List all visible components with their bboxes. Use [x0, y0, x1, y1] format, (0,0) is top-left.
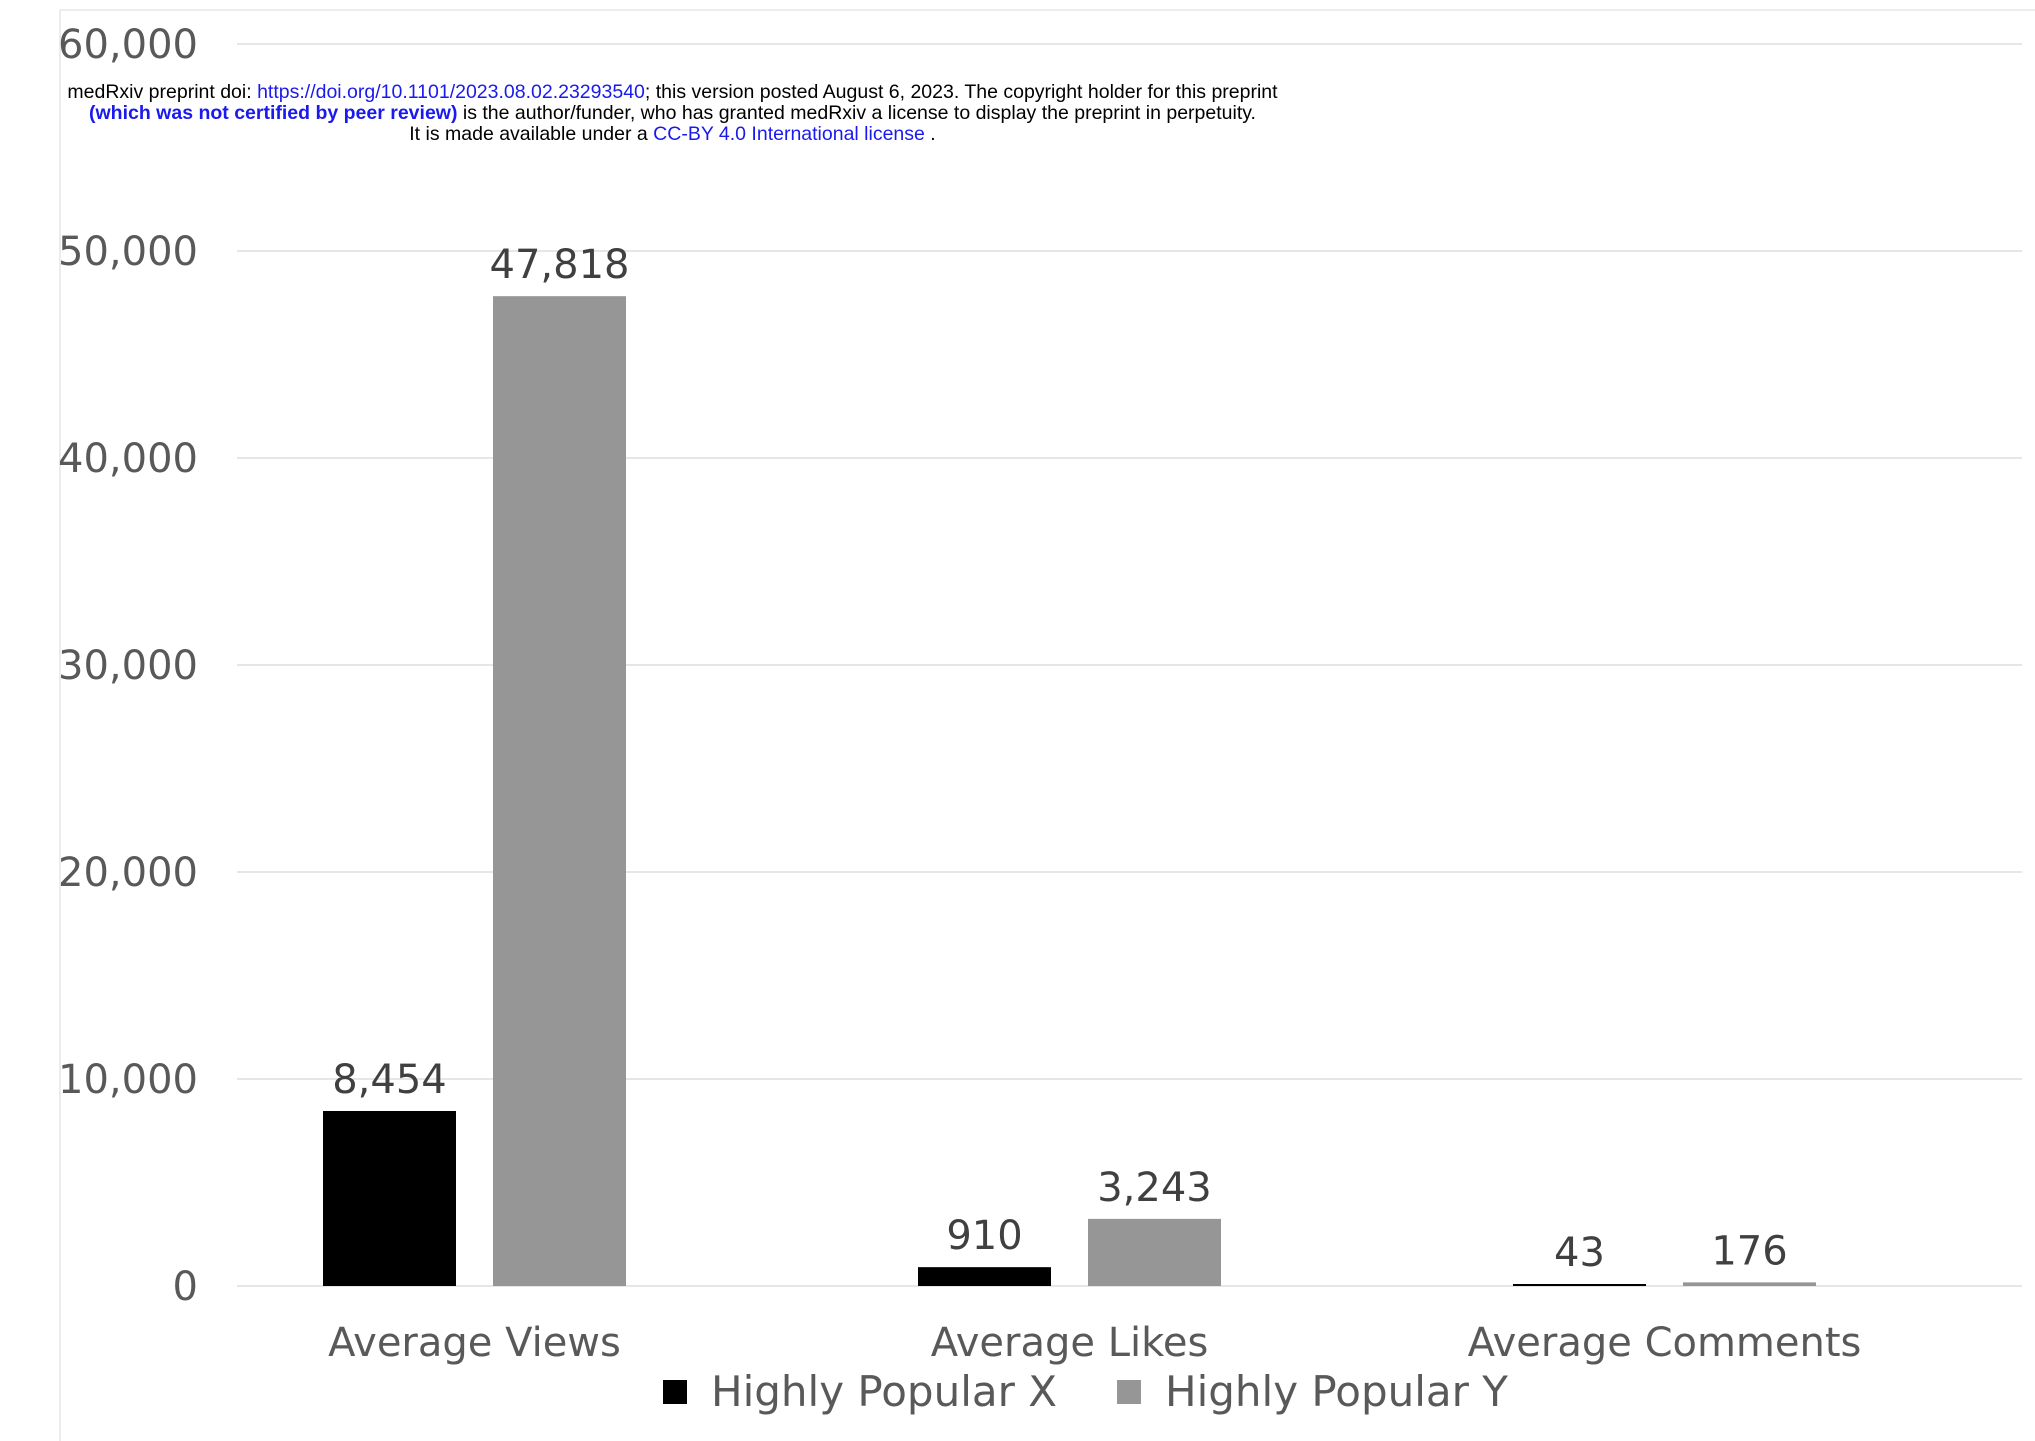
- data-label: 47,818: [490, 242, 630, 288]
- bar-highly-popular-y-1: [1088, 1218, 1221, 1286]
- bar-highly-popular-y-0: [493, 296, 626, 1287]
- y-tick-label: 20,000: [58, 850, 198, 896]
- x-category-label: Average Likes: [931, 1320, 1209, 1366]
- data-label: 176: [1711, 1228, 1787, 1274]
- data-label: 8,454: [332, 1057, 447, 1103]
- y-tick-label: 60,000: [58, 22, 198, 68]
- preprint-line-3: It is made available under a CC-BY 4.0 I…: [0, 124, 1345, 145]
- preprint-header: medRxiv preprint doi: https://doi.org/10…: [0, 82, 1345, 145]
- preprint-line-1: medRxiv preprint doi: https://doi.org/10…: [0, 82, 1345, 103]
- preprint-line-2: (which was not certified by peer review)…: [0, 103, 1345, 124]
- license-prefix: It is made available under a: [409, 123, 654, 145]
- y-axis-ticks: 0 10,000 20,000 30,000 40,000 50,000 60,000: [58, 22, 198, 1310]
- x-category-label: Average Views: [328, 1320, 621, 1366]
- legend-label: Highly Popular Y: [1165, 1367, 1508, 1416]
- bar-highly-popular-y-2: [1683, 1282, 1816, 1286]
- doi-link[interactable]: https://doi.org/10.1101/2023.08.02.23293…: [257, 81, 645, 103]
- bar-highly-popular-x-0: [323, 1111, 456, 1286]
- y-tick-label: 40,000: [58, 436, 198, 482]
- y-tick-label: 50,000: [58, 229, 198, 275]
- data-label: 910: [946, 1213, 1022, 1259]
- legend-label: Highly Popular X: [711, 1367, 1057, 1416]
- data-label: 43: [1554, 1230, 1605, 1276]
- category-labels: Average Views Average Likes Average Commen…: [328, 1320, 1861, 1366]
- bar-highly-popular-x-1: [918, 1267, 1051, 1286]
- bars: [323, 296, 1816, 1287]
- y-tick-label: 10,000: [58, 1057, 198, 1103]
- license-grant-text: is the author/funder, who has granted me…: [457, 102, 1256, 124]
- peer-review-note: (which was not certified by peer review): [89, 102, 458, 124]
- data-labels: 8,454 47,818 910 3,243 43 176: [332, 242, 1787, 1276]
- y-tick-label: 30,000: [58, 643, 198, 689]
- license-link[interactable]: CC-BY 4.0 International license: [653, 123, 925, 145]
- legend-swatch: [1117, 1380, 1142, 1404]
- x-category-label: Average Comments: [1468, 1320, 1862, 1366]
- bar-highly-popular-x-2: [1513, 1284, 1646, 1286]
- license-suffix: .: [924, 123, 936, 145]
- preprint-prefix: medRxiv preprint doi:: [67, 81, 258, 103]
- y-tick-label: 0: [173, 1264, 198, 1310]
- legend-swatch: [663, 1380, 687, 1404]
- legend: Highly Popular X Highly Popular Y: [663, 1367, 1508, 1416]
- data-label: 3,243: [1097, 1165, 1212, 1211]
- preprint-version-text: ; this version posted August 6, 2023. Th…: [644, 81, 1278, 103]
